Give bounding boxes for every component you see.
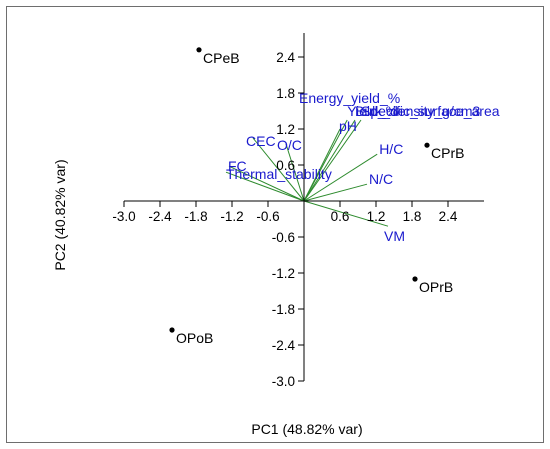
vector-label: VM: [384, 228, 405, 244]
point-label: CPrB: [431, 145, 464, 161]
x-tick-label: 1.2: [367, 209, 386, 224]
x-tick-label: 0.6: [331, 209, 350, 224]
y-tick-label: -1.8: [272, 302, 295, 317]
x-axis-title: PC1 (48.82% var): [251, 421, 362, 437]
loading-vector: [303, 200, 389, 227]
x-tick-label: -1.8: [184, 209, 207, 224]
y-tick-label: -3.0: [272, 374, 295, 389]
vector-label: Bulk_density_g/cm3: [355, 103, 481, 119]
x-tick-label: -0.6: [256, 209, 279, 224]
biplot-svg: -3.0 -2.4 -1.8 -1.2 -0.6 0.6 1.2 1.8 2.4 2.4 1.8 1.…: [52, 33, 500, 437]
labels: Energy_yield_%Yield_%Bulk_density_g/cm3S…: [176, 50, 500, 346]
vector-label: Thermal_stability: [226, 166, 332, 182]
sample-points: [169, 47, 430, 333]
loading-vectors: [225, 108, 389, 227]
loading-vector: [303, 153, 378, 202]
vector-label: H/C: [379, 141, 403, 157]
vector-label: Yield_%: [347, 103, 398, 119]
point-label: OPrB: [419, 279, 453, 295]
sample-point: [412, 276, 418, 282]
loading-vector: [303, 119, 356, 202]
y-axis-title: PC2 (40.82% var): [52, 159, 68, 270]
y-tick-label: 1.2: [276, 122, 295, 137]
chart-frame: -3.0 -2.4 -1.8 -1.2 -0.6 0.6 1.2 1.8 2.4 2.4 1.8 1.…: [6, 6, 544, 443]
vector-label: pH: [339, 118, 357, 134]
x-tick-label: -2.4: [148, 209, 172, 224]
sample-point: [424, 142, 430, 148]
loading-vector: [303, 183, 368, 202]
y-tick-label: 2.4: [276, 50, 295, 65]
vector-label: O/C: [277, 137, 302, 153]
y-tick-label: -0.6: [272, 230, 295, 245]
loading-vector: [228, 165, 305, 202]
loading-vector: [285, 143, 305, 202]
sample-point: [196, 47, 202, 53]
vector-label: FC: [228, 158, 247, 174]
x-tick-label: 1.8: [403, 209, 422, 224]
vector-label: Specific_surface_area: [361, 103, 500, 119]
axes: -3.0 -2.4 -1.8 -1.2 -0.6 0.6 1.2 1.8 2.4 2.4 1.8 1.…: [112, 33, 484, 389]
loading-vector: [252, 137, 305, 202]
point-label: CPeB: [203, 50, 240, 66]
vector-label: Energy_yield_%: [299, 90, 400, 106]
vector-label: N/C: [369, 171, 393, 187]
loading-vector: [303, 128, 341, 202]
point-label: OPoB: [176, 330, 213, 346]
loading-vector: [303, 119, 362, 202]
y-tick-label: -2.4: [272, 338, 296, 353]
vector-label: CEC: [246, 133, 276, 149]
x-tick-label: -3.0: [112, 209, 135, 224]
y-tick-label: -1.2: [272, 266, 295, 281]
sample-point: [169, 327, 175, 333]
y-tick-label: 0.6: [276, 158, 295, 173]
y-tick-label: 1.8: [276, 86, 295, 101]
loading-vector: [225, 171, 305, 202]
x-tick-label: 2.4: [439, 209, 458, 224]
x-tick-label: -1.2: [220, 209, 243, 224]
